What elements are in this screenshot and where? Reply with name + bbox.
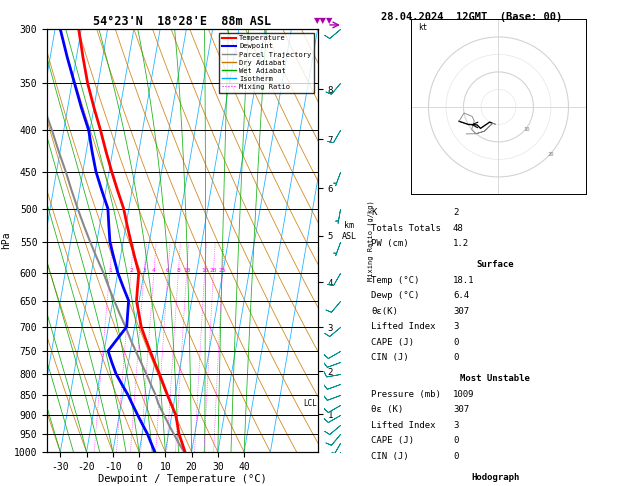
- Text: Mixing Ratio (g/kg): Mixing Ratio (g/kg): [368, 200, 374, 281]
- Text: 1.2: 1.2: [453, 239, 469, 248]
- Text: 6.4: 6.4: [453, 291, 469, 300]
- Text: CAPE (J): CAPE (J): [371, 338, 414, 347]
- Text: 0: 0: [453, 353, 459, 363]
- Text: Temp (°C): Temp (°C): [371, 276, 420, 285]
- Text: Dewp (°C): Dewp (°C): [371, 291, 420, 300]
- Text: 3: 3: [453, 421, 459, 430]
- Text: 18.1: 18.1: [453, 276, 474, 285]
- Text: 3: 3: [142, 268, 146, 273]
- Text: 1: 1: [108, 268, 111, 273]
- Text: Lifted Index: Lifted Index: [371, 322, 436, 331]
- Title: 54°23'N  18°28'E  88m ASL: 54°23'N 18°28'E 88m ASL: [93, 15, 272, 28]
- Text: 16: 16: [201, 268, 208, 273]
- Text: 2: 2: [453, 208, 459, 217]
- Text: Most Unstable: Most Unstable: [460, 374, 530, 383]
- Text: 0: 0: [453, 452, 459, 461]
- Text: 0: 0: [453, 338, 459, 347]
- Text: 10: 10: [183, 268, 191, 273]
- Text: K: K: [371, 208, 377, 217]
- Text: 8: 8: [177, 268, 181, 273]
- Text: Hodograph: Hodograph: [471, 473, 520, 482]
- Text: 20: 20: [547, 152, 554, 157]
- Text: 3: 3: [453, 322, 459, 331]
- Text: CIN (J): CIN (J): [371, 452, 409, 461]
- Text: 28.04.2024  12GMT  (Base: 00): 28.04.2024 12GMT (Base: 00): [381, 12, 562, 22]
- X-axis label: Dewpoint / Temperature (°C): Dewpoint / Temperature (°C): [98, 474, 267, 485]
- Text: kt: kt: [418, 23, 427, 32]
- Text: Surface: Surface: [477, 260, 514, 269]
- Text: Lifted Index: Lifted Index: [371, 421, 436, 430]
- Text: 25: 25: [219, 268, 226, 273]
- Text: 48: 48: [453, 224, 464, 233]
- Text: θε (K): θε (K): [371, 405, 403, 415]
- Text: θε(K): θε(K): [371, 307, 398, 316]
- Text: 10: 10: [523, 127, 530, 132]
- Text: 0: 0: [453, 436, 459, 446]
- Text: 1009: 1009: [453, 390, 474, 399]
- Text: 2: 2: [129, 268, 133, 273]
- Text: PW (cm): PW (cm): [371, 239, 409, 248]
- Text: 6: 6: [166, 268, 170, 273]
- Y-axis label: km
ASL: km ASL: [342, 221, 357, 241]
- Text: 307: 307: [453, 405, 469, 415]
- Text: Pressure (mb): Pressure (mb): [371, 390, 441, 399]
- Legend: Temperature, Dewpoint, Parcel Trajectory, Dry Adiabat, Wet Adiabat, Isotherm, Mi: Temperature, Dewpoint, Parcel Trajectory…: [219, 33, 314, 93]
- Text: CIN (J): CIN (J): [371, 353, 409, 363]
- Text: ▼▼▼: ▼▼▼: [314, 16, 334, 25]
- Text: 20: 20: [209, 268, 217, 273]
- Text: Totals Totals: Totals Totals: [371, 224, 441, 233]
- Y-axis label: hPa: hPa: [1, 232, 11, 249]
- Text: CAPE (J): CAPE (J): [371, 436, 414, 446]
- Text: 307: 307: [453, 307, 469, 316]
- Text: 4: 4: [152, 268, 156, 273]
- Text: LCL: LCL: [303, 399, 316, 408]
